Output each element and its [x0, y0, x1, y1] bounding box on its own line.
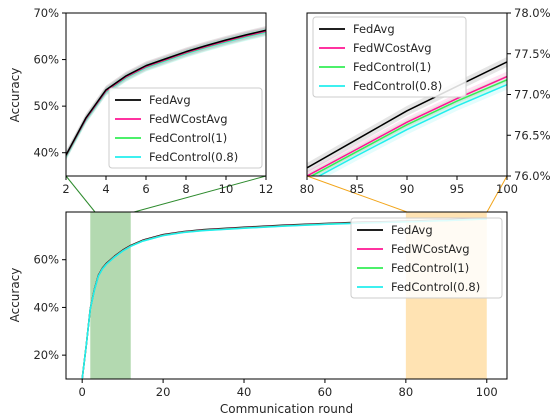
main-frame [65, 211, 508, 380]
legend-label: FedWCostAvg [353, 41, 432, 55]
legend-label: FedControl(0.8) [149, 150, 238, 164]
x-tick-label: 8 [182, 182, 189, 196]
main-chart: 0 20 40 60 80 100 20% 40% 60% Communication roun… [8, 211, 508, 416]
y-tick-label: 77.5% [514, 47, 551, 61]
inset-late-legend: FedAvg FedWCostAvg FedControl(1) FedControl… [312, 16, 467, 98]
series-line-fedwcostavg [307, 75, 507, 176]
inset-early-legend: FedAvg FedWCostAvg FedControl(1) FedControl… [108, 87, 263, 169]
x-tick-label: 90 [400, 182, 415, 196]
series-line-fedavg [307, 61, 507, 169]
x-tick-label: 80 [399, 385, 414, 399]
y-tick-label: 40% [33, 146, 59, 160]
x-tick-label: 85 [350, 182, 365, 196]
y-tick-label: 76.5% [514, 128, 551, 142]
x-tick-label: 4 [102, 182, 109, 196]
y-tick-label: 40% [33, 300, 59, 314]
band-fedcontrol-0-8- [66, 27, 266, 161]
legend-box [312, 16, 467, 98]
series-line-fedavg [66, 29, 266, 156]
legend-label: FedControl(1) [391, 261, 469, 275]
x-tick-label: 95 [450, 182, 465, 196]
x-tick-label: 20 [156, 385, 171, 399]
series-line-fedcontrol-0-8- [317, 84, 507, 176]
main-axes: 0 20 40 60 80 100 20% 40% 60% [33, 253, 497, 399]
band-fedwcostavg [66, 26, 266, 160]
legend-box [108, 87, 263, 169]
x-tick-label: 60 [318, 385, 333, 399]
zoom-connectors [65, 175, 508, 213]
y-tick-label: 60% [33, 253, 59, 267]
x-tick-label: 80 [300, 182, 315, 196]
x-tick-label: 100 [496, 182, 518, 196]
inset-early-plot-area [66, 26, 266, 161]
band-fedcontrol-1- [66, 27, 266, 161]
y-tick-label: 78.0% [514, 6, 551, 20]
x-tick-label: 40 [237, 385, 252, 399]
x-tick-label: 10 [219, 182, 234, 196]
legend-label: FedAvg [149, 93, 191, 107]
inset-early-y-label: Accuracy [8, 68, 22, 123]
x-tick-label: 100 [476, 385, 498, 399]
legend-label: FedAvg [353, 22, 395, 36]
x-tick-label: 2 [62, 182, 69, 196]
legend-box [350, 217, 503, 299]
legend-label: FedControl(1) [149, 131, 227, 145]
connector-late-left [306, 175, 408, 213]
x-tick-label: 0 [79, 385, 86, 399]
x-tick-label: 12 [259, 182, 274, 196]
legend-label: FedWCostAvg [149, 112, 228, 126]
highlight-span-0 [90, 212, 131, 379]
y-tick-label: 76.0% [514, 169, 551, 183]
connector-late-right [486, 175, 508, 213]
main-x-label: Communication round [220, 402, 353, 416]
y-tick-label: 70% [33, 6, 59, 20]
y-tick-label: 77.0% [514, 88, 551, 102]
connector-early-right [133, 175, 267, 213]
x-tick-label: 6 [142, 182, 149, 196]
main-legend: FedAvg FedWCostAvg FedControl(1) FedControl… [350, 217, 503, 299]
legend-label: FedAvg [391, 223, 433, 237]
legend-label: FedControl(0.8) [353, 79, 442, 93]
main-y-label: Accuracy [8, 268, 22, 323]
series-line-fedcontrol-1- [309, 79, 507, 176]
inset-early-frame [65, 12, 267, 177]
y-tick-label: 60% [33, 53, 59, 67]
connector-early-left [65, 175, 96, 213]
y-tick-label: 20% [33, 348, 59, 362]
legend-label: FedControl(1) [353, 60, 431, 74]
legend-label: FedControl(0.8) [391, 280, 480, 294]
inset-early-rounds: 2 4 6 8 10 12 40% 50% 60% 70% Accuracy FedAvg FedW… [8, 6, 273, 196]
legend-label: FedWCostAvg [391, 242, 470, 256]
inset-early-axes: 2 4 6 8 10 12 40% 50% 60% 70% [33, 6, 273, 196]
y-tick-label: 50% [33, 99, 59, 113]
band-fedcontrol-0-8- [310, 79, 507, 176]
